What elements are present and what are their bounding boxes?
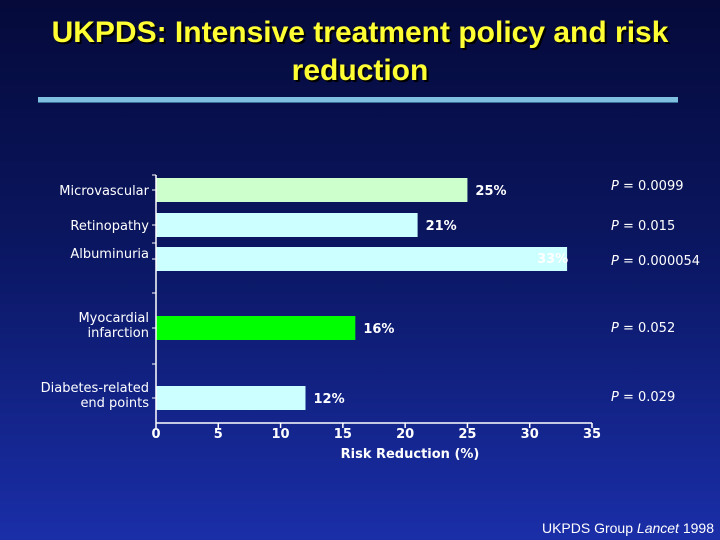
slide-title: UKPDS: Intensive treatment policy and ri… [0, 14, 720, 90]
value-label: 33% [537, 252, 568, 267]
category-label: Diabetes-related [41, 381, 149, 396]
x-tick-label: 0 [151, 427, 160, 442]
p-value: P = 0.052 [611, 321, 675, 336]
source-journal: Lancet [636, 520, 679, 536]
x-tick-label: 15 [334, 427, 352, 442]
p-value: P = 0.0099 [611, 179, 684, 194]
x-tick-label: 25 [458, 427, 476, 442]
p-value: P = 0.015 [611, 219, 675, 234]
source-year: 1998 [682, 520, 714, 536]
value-label: 25% [475, 184, 506, 199]
value-label: 21% [426, 219, 457, 234]
category-label: Microvascular [59, 184, 149, 199]
source-citation: UKPDS Group Lancet 1998 [542, 520, 714, 536]
bar [156, 316, 356, 340]
source-prefix: UKPDS Group [541, 520, 634, 536]
slide-title-line-1: UKPDS: Intensive treatment policy and ri… [51, 16, 669, 49]
value-label: 16% [363, 322, 394, 337]
bar [156, 178, 468, 202]
category-label: Myocardial [78, 311, 149, 326]
category-label: end points [80, 396, 149, 411]
p-value: P = 0.000054 [611, 254, 700, 269]
category-label: Albuminuria [70, 247, 149, 262]
x-tick-label: 20 [396, 427, 414, 442]
slide-title-line-2: reduction [291, 54, 429, 87]
x-tick-label: 30 [521, 427, 539, 442]
p-value: P = 0.029 [611, 390, 675, 405]
category-label: Retinopathy [70, 219, 149, 234]
title-divider [38, 97, 678, 103]
bar [156, 386, 306, 410]
x-tick-label: 35 [583, 427, 601, 442]
x-axis-title: Risk Reduction (%) [341, 447, 480, 462]
value-label: 12% [313, 392, 344, 407]
x-tick-label: 5 [214, 427, 223, 442]
x-tick-label: 10 [272, 427, 290, 442]
bar [156, 213, 418, 237]
category-label: infarction [87, 326, 149, 341]
bar [156, 247, 568, 271]
